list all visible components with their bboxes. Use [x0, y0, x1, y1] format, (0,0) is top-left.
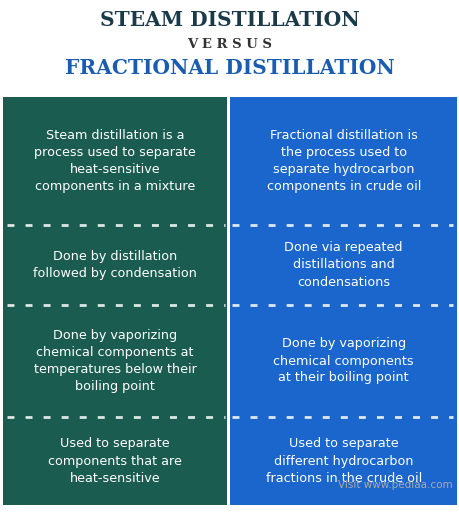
Bar [230, 225, 456, 305]
Text: Done by distillation
followed by condensation: Done by distillation followed by condens… [33, 250, 197, 280]
Text: STEAM DISTILLATION: STEAM DISTILLATION [100, 10, 359, 30]
Text: Done by vaporizing
chemical components
at their boiling point: Done by vaporizing chemical components a… [273, 338, 413, 385]
Text: Used to separate
components that are
heat-sensitive: Used to separate components that are hea… [48, 437, 182, 484]
Text: Visit www.pediaa.com: Visit www.pediaa.com [338, 480, 452, 490]
Text: FRACTIONAL DISTILLATION: FRACTIONAL DISTILLATION [65, 58, 394, 78]
Text: Steam distillation is a
process used to separate
heat-sensitive
components in a : Steam distillation is a process used to … [34, 129, 196, 193]
Text: Done via repeated
distillations and
condensations: Done via repeated distillations and cond… [284, 241, 402, 288]
Bar [3, 305, 227, 417]
Bar [3, 225, 227, 305]
Text: V E R S U S: V E R S U S [187, 38, 272, 51]
Bar [230, 305, 456, 417]
Bar [230, 97, 456, 225]
Text: Fractional distillation is
the process used to
separate hydrocarbon
components i: Fractional distillation is the process u… [266, 129, 420, 193]
Bar [230, 417, 456, 505]
Text: Done by vaporizing
chemical components at
temperatures below their
boiling point: Done by vaporizing chemical components a… [34, 329, 196, 393]
Text: Used to separate
different hydrocarbon
fractions in the crude oil: Used to separate different hydrocarbon f… [265, 437, 421, 484]
Bar [3, 97, 227, 225]
Bar [3, 417, 227, 505]
